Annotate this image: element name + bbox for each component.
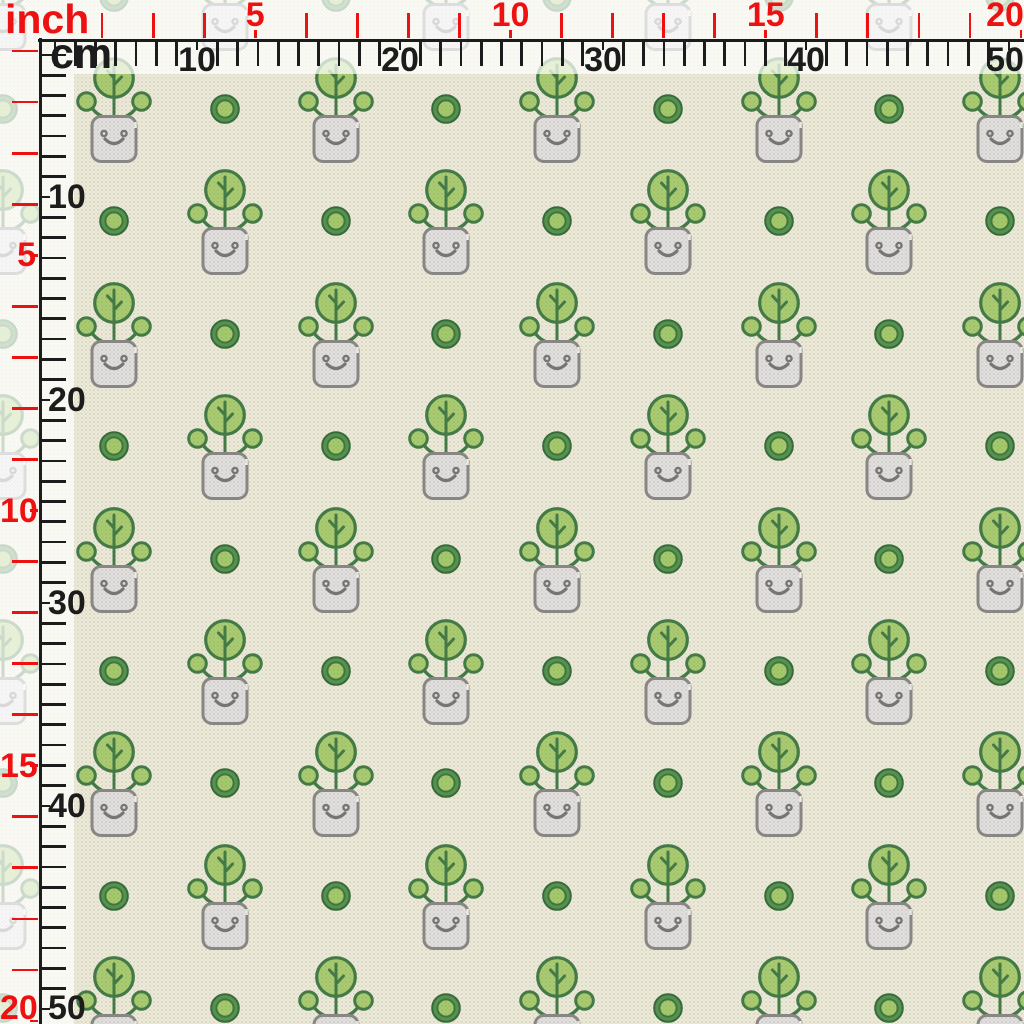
- potted-plant-motif: [169, 613, 281, 729]
- polka-dot-motif: [651, 92, 685, 126]
- potted-plant-motif: [58, 950, 170, 1024]
- potted-plant-motif: [833, 613, 945, 729]
- potted-plant-motif: [501, 276, 613, 392]
- polka-dot-motif: [540, 429, 574, 463]
- potted-plant-motif: [944, 501, 1024, 617]
- potted-plant-motif: [944, 950, 1024, 1024]
- potted-plant-motif: [169, 163, 281, 279]
- potted-plant-motif: [280, 276, 392, 392]
- polka-dot-motif: [983, 879, 1017, 913]
- polka-dot-motif: [983, 654, 1017, 688]
- cm-unit-label: cm: [50, 30, 113, 78]
- polka-dot-motif: [429, 766, 463, 800]
- polka-dot-motif: [97, 654, 131, 688]
- potted-plant-motif: [169, 388, 281, 504]
- potted-plant-motif: [833, 838, 945, 954]
- polka-dot-motif: [651, 317, 685, 351]
- potted-plant-motif: [612, 388, 724, 504]
- inch-unit-label: inch: [5, 0, 90, 42]
- potted-plant-motif: [833, 388, 945, 504]
- polka-dot-motif: [97, 879, 131, 913]
- potted-plant-motif: [58, 725, 170, 841]
- potted-plant-motif: [390, 388, 502, 504]
- polka-dot-motif: [872, 991, 906, 1024]
- polka-dot-motif: [540, 204, 574, 238]
- polka-dot-motif: [208, 542, 242, 576]
- potted-plant-motif: [390, 163, 502, 279]
- polka-dot-motif: [651, 991, 685, 1024]
- potted-plant-motif: [501, 501, 613, 617]
- polka-dot-motif: [319, 654, 353, 688]
- potted-plant-motif: [501, 950, 613, 1024]
- polka-dot-motif: [762, 654, 796, 688]
- potted-plant-motif: [833, 163, 945, 279]
- polka-dot-motif: [97, 204, 131, 238]
- polka-dot-motif: [762, 879, 796, 913]
- potted-plant-motif: [612, 838, 724, 954]
- polka-dot-motif: [651, 542, 685, 576]
- potted-plant-motif: [390, 838, 502, 954]
- potted-plant-motif: [612, 163, 724, 279]
- polka-dot-motif: [651, 766, 685, 800]
- potted-plant-motif: [169, 838, 281, 954]
- polka-dot-motif: [872, 542, 906, 576]
- potted-plant-motif: [723, 725, 835, 841]
- polka-dot-motif: [208, 92, 242, 126]
- polka-dot-motif: [208, 991, 242, 1024]
- potted-plant-motif: [501, 725, 613, 841]
- polka-dot-motif: [872, 766, 906, 800]
- potted-plant-motif: [58, 276, 170, 392]
- polka-dot-motif: [429, 92, 463, 126]
- potted-plant-motif: [58, 501, 170, 617]
- polka-dot-motif: [97, 429, 131, 463]
- polka-dot-motif: [319, 204, 353, 238]
- potted-plant-motif: [723, 276, 835, 392]
- potted-plant-motif: [501, 51, 613, 167]
- potted-plant-motif: [612, 613, 724, 729]
- potted-plant-motif: [280, 725, 392, 841]
- polka-dot-motif: [429, 991, 463, 1024]
- polka-dot-motif: [208, 766, 242, 800]
- polka-dot-motif: [208, 317, 242, 351]
- potted-plant-motif: [944, 725, 1024, 841]
- polka-dot-motif: [540, 879, 574, 913]
- ruler-margin-left: [0, 74, 74, 1024]
- potted-plant-motif: [944, 276, 1024, 392]
- polka-dot-motif: [762, 204, 796, 238]
- polka-dot-motif: [429, 317, 463, 351]
- potted-plant-motif: [723, 501, 835, 617]
- ruler-margin-top: [0, 0, 1024, 74]
- polka-dot-motif: [319, 429, 353, 463]
- polka-dot-motif: [319, 879, 353, 913]
- potted-plant-motif: [280, 950, 392, 1024]
- potted-plant-motif: [723, 950, 835, 1024]
- polka-dot-motif: [872, 92, 906, 126]
- potted-plant-motif: [280, 501, 392, 617]
- potted-plant-motif: [390, 613, 502, 729]
- polka-dot-motif: [762, 429, 796, 463]
- polka-dot-motif: [983, 429, 1017, 463]
- polka-dot-motif: [540, 654, 574, 688]
- polka-dot-motif: [872, 317, 906, 351]
- polka-dot-motif: [983, 204, 1017, 238]
- polka-dot-motif: [429, 542, 463, 576]
